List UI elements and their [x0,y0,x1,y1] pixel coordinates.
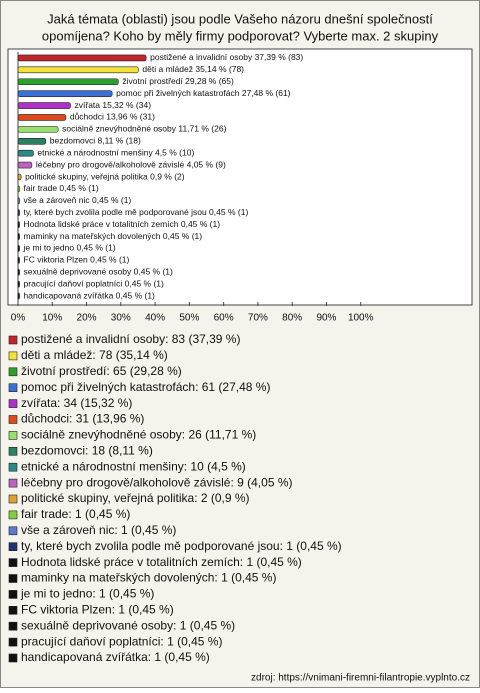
legend-swatch [8,653,18,663]
bar [17,102,71,109]
legend-label: ty, které bych zvolila podle mě podporov… [21,539,342,553]
bar [17,221,20,228]
bar [17,149,34,157]
value-label: Hodnota lidské práce v totalitních zemíc… [24,219,221,229]
x-tick-label: 80% [282,313,302,324]
bar [17,268,20,276]
legend-swatch [8,415,18,424]
legend-swatch [8,431,18,440]
legend-swatch [8,637,18,647]
chart-title: Jaká témata (oblasti) jsou podle Vašeho … [47,11,433,26]
legend-swatch [8,542,18,552]
legend-label: zvířata: 34 (15,32 %) [21,396,132,410]
value-label: životní prostředí 29,28 % (65) [122,76,234,86]
legend-label: sociálně znevýhodněné osoby: 26 (11,71 %… [21,428,256,442]
legend-swatch [8,462,18,472]
legend-swatch [8,621,18,631]
value-label: sexuálně deprivované osoby 0,45 % (1) [24,266,173,276]
bar [17,280,20,288]
value-label: zvířata 15,32 % (34) [75,100,152,110]
legend-label: FC viktoria Plzen: 1 (0,45 %) [21,602,174,616]
bar [17,197,20,205]
x-tick-label: 10% [42,313,62,324]
value-label: léčebny pro drogově/alkoholově závislé 4… [36,159,226,169]
legend-swatch [8,558,18,567]
chart-title: opomíjena? Koho by měly firmy podporovat… [42,28,439,43]
legend-label: maminky na mateřských dovolených: 1 (0,4… [21,571,276,585]
legend-label: politické skupiny, veřejná politika: 2 (… [21,491,250,505]
x-tick-label: 30% [111,313,131,324]
value-label: děti a mládež 35,14 % (78) [142,64,244,74]
legend-swatch [8,574,18,583]
legend-swatch [8,351,18,361]
legend-swatch [8,383,18,393]
bar [17,114,67,121]
legend-swatch [8,526,18,536]
x-tick-label: 90% [316,313,336,324]
bar [17,137,47,145]
legend-swatch [8,605,18,615]
value-label: maminky na mateřských dovolených 0,45 % … [24,231,203,241]
value-label: postižené a invalidní osoby 37,39 % (83) [150,52,303,62]
value-label: pomoc při živelných katastrofách 27,48 %… [116,88,291,98]
legend-label: léčebny pro drogově/alkoholově závislé: … [21,475,293,489]
legend-label: fair trade: 1 (0,45 %) [21,507,130,521]
legend-swatch [8,335,18,345]
x-tick-label: 0% [11,313,26,324]
x-tick-label: 20% [77,313,97,324]
value-label: vše a zároveň nic 0,45 % (1) [24,195,132,205]
legend-label: pomoc při živelných katastrofách: 61 (27… [21,380,270,394]
legend-swatch [8,590,18,599]
legend-swatch [8,478,18,488]
legend-label: děti a mládež: 78 (35,14 %) [21,348,168,362]
value-label: politické skupiny, veřejná politika 0,9 … [25,171,185,181]
value-label: pracující daňoví poplatníci 0,45 % (1) [24,278,164,288]
legend-swatch [8,510,18,520]
bar [17,173,22,181]
bar [17,245,20,252]
legend-swatch [8,399,18,408]
legend-label: handicapovaná zvířátka: 1 (0,45 %) [21,650,210,664]
bar [17,78,119,86]
bar [17,161,33,169]
bar [17,90,113,97]
legend-swatch [8,446,18,456]
legend-label: pracující daňoví poplatníci: 1 (0,45 %) [21,634,222,648]
legend-label: důchodci: 31 (13,96 %) [21,412,144,426]
legend-label: sexuálně deprivované osoby: 1 (0,45 %) [21,618,235,632]
x-tick-label: 70% [248,313,268,324]
bar [17,257,20,264]
value-label: důchodci 13,96 % (31) [70,112,155,122]
value-label: sociálně znevýhodněné osoby 11,71 % (26) [62,124,226,134]
legend-label: Hodnota lidské práce v totalitních zemíc… [21,555,302,569]
value-label: FC viktoria Plzen 0,45 % (1) [24,255,130,265]
value-label: fair trade 0,45 % (1) [24,183,99,193]
legend-label: je mi to jedno: 1 (0,45 %) [20,587,154,601]
value-label: ty, které bych zvolila podle mě podporov… [24,207,249,217]
bar [17,233,20,240]
legend-label: postižené a invalidní osoby: 83 (37,39 %… [21,332,240,346]
legend-label: životní prostředí: 65 (29,28 %) [21,364,182,378]
legend-swatch [8,367,18,377]
x-tick-label: 50% [179,313,199,324]
value-label: etnické a národnostní menšiny 4,5 % (10) [37,147,194,157]
value-label: handicapovaná zvířátka 0,45 % (1) [24,290,156,300]
legend-label: etnické a národnostní menšiny: 10 (4,5 %… [21,459,246,473]
bar [17,209,20,217]
bar [17,185,20,193]
bar [17,126,59,133]
x-tick-label: 60% [214,313,234,324]
legend-swatch [8,494,18,504]
legend-label: vše a zároveň nic: 1 (0,45 %) [21,523,176,537]
source: zdroj: https://vnimani-firemni-filantrop… [251,673,470,684]
bar [17,54,147,62]
x-tick-label: 40% [145,313,165,324]
bar [17,66,139,74]
x-tick-label: 100% [348,313,374,324]
bar [17,292,20,300]
value-label: bezdomovci 8,11 % (18) [50,136,141,146]
value-label: je mi to jedno 0,45 % (1) [23,243,116,253]
legend-label: bezdomovci: 18 (8,11 %) [21,443,153,457]
